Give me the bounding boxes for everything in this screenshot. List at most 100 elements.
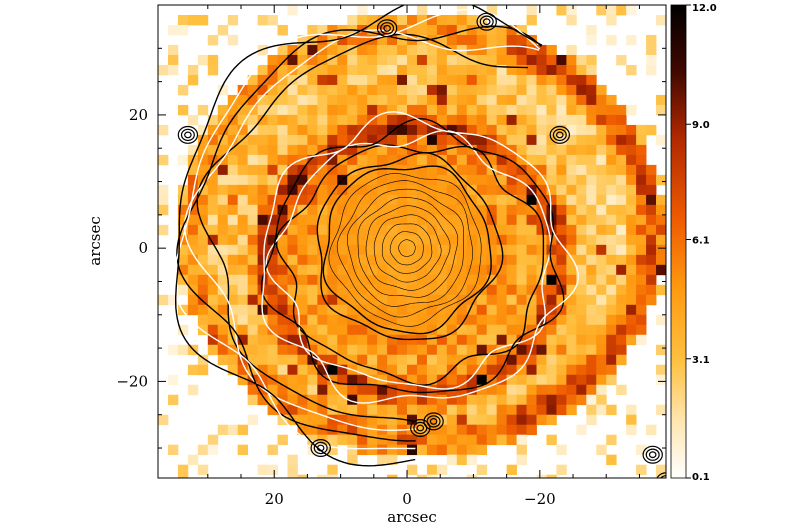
heatmap-cell	[596, 314, 607, 326]
heatmap-cell	[387, 64, 398, 76]
heatmap-cell	[556, 164, 567, 176]
heatmap-cell	[407, 64, 418, 76]
heatmap-cell	[516, 434, 527, 446]
heatmap-cell	[257, 254, 268, 266]
heatmap-cell	[247, 164, 259, 176]
heatmap-cell	[596, 214, 607, 226]
heatmap-cell	[656, 244, 666, 256]
heatmap-cell	[207, 294, 219, 306]
heatmap-cell	[566, 344, 577, 356]
heatmap-cell	[626, 204, 637, 216]
heatmap-cell	[596, 164, 607, 176]
heatmap-cell	[586, 294, 597, 306]
heatmap-cell	[556, 94, 567, 106]
heatmap-cell	[267, 94, 278, 106]
heatmap-cell	[556, 254, 567, 266]
heatmap-cell	[606, 234, 617, 246]
heatmap-cell	[397, 94, 408, 106]
heatmap-cell	[397, 174, 408, 186]
heatmap-cell	[436, 464, 448, 476]
heatmap-cell	[397, 284, 408, 296]
heatmap-cell	[277, 164, 288, 176]
heatmap-cell	[546, 44, 557, 56]
heatmap-cell	[387, 184, 398, 196]
heatmap-cell	[456, 314, 468, 326]
heatmap-cell	[486, 334, 498, 346]
heatmap-cell	[397, 324, 408, 336]
heatmap-cell	[327, 214, 338, 226]
heatmap-cell	[436, 224, 448, 236]
heatmap-cell	[187, 454, 199, 466]
heatmap-cell	[466, 354, 478, 366]
heatmap-cell	[247, 184, 259, 196]
heatmap-cell	[506, 294, 517, 306]
heatmap-cell	[656, 284, 666, 296]
heatmap-cell	[486, 344, 498, 356]
heatmap-cell	[456, 214, 468, 226]
heatmap-cell	[307, 154, 318, 166]
heatmap-cell	[367, 174, 378, 186]
heatmap-cell	[606, 124, 617, 136]
heatmap-cell	[227, 304, 239, 316]
knot-contour	[413, 421, 428, 435]
heatmap-cell	[436, 184, 448, 196]
heatmap-cell	[466, 124, 478, 136]
heatmap-cell	[187, 294, 199, 306]
heatmap-cell	[327, 244, 338, 256]
heatmap-cell	[616, 334, 627, 346]
heatmap-cell	[616, 54, 627, 66]
heatmap-cell	[158, 124, 169, 136]
heatmap-cell	[407, 254, 418, 266]
heatmap-cell	[616, 164, 627, 176]
heatmap-cell	[646, 284, 657, 296]
core-contour	[347, 188, 464, 307]
heatmap-cell	[546, 364, 557, 376]
core-contour	[389, 231, 424, 266]
heatmap-cell	[566, 64, 577, 76]
heatmap-cell	[466, 344, 478, 356]
heatmap-cell	[566, 74, 577, 86]
heatmap-cell	[596, 304, 607, 316]
heatmap-cell	[486, 5, 498, 16]
heatmap-cell	[187, 304, 199, 316]
heatmap-cell	[626, 324, 637, 336]
heatmap-cell	[187, 14, 199, 26]
knot-contour	[423, 412, 444, 431]
heatmap-cell	[277, 384, 288, 396]
heatmap-cell	[626, 244, 637, 256]
heatmap-cell	[476, 404, 488, 416]
heatmap-cell	[546, 54, 557, 66]
heatmap-cell	[307, 184, 318, 196]
heatmap-cell	[347, 384, 358, 396]
heatmap-cell	[227, 204, 239, 216]
heatmap-cell	[387, 304, 398, 316]
heatmap-cell	[416, 284, 428, 296]
heatmap-cell	[287, 194, 298, 206]
heatmap-cell	[446, 254, 458, 266]
heatmap-cell	[217, 354, 229, 366]
heatmap-cell	[367, 64, 378, 76]
heatmap-cell	[566, 254, 577, 266]
heatmap-cell	[347, 214, 358, 226]
heatmap-cell	[307, 304, 318, 316]
heatmap-cell	[496, 284, 508, 296]
heatmap-cell	[586, 144, 597, 156]
heatmap-cell	[606, 194, 617, 206]
heatmap-cell	[456, 54, 468, 66]
heatmap-cell	[317, 244, 328, 256]
heatmap-cell	[387, 404, 398, 416]
heatmap-cell	[217, 284, 229, 296]
heatmap-cell	[347, 134, 358, 146]
heatmap-cell	[387, 204, 398, 216]
heatmap-cell	[257, 244, 268, 256]
heatmap-cell	[656, 374, 666, 386]
heatmap-cell	[486, 44, 498, 56]
heatmap-cell	[217, 234, 229, 246]
heatmap-cell	[337, 374, 348, 386]
heatmap-cell	[387, 154, 398, 166]
heatmap-cell	[536, 384, 547, 396]
heatmap-cell	[327, 104, 338, 116]
knot-contour	[383, 24, 391, 32]
heatmap-cell	[596, 254, 607, 266]
heatmap-cell	[237, 214, 249, 226]
